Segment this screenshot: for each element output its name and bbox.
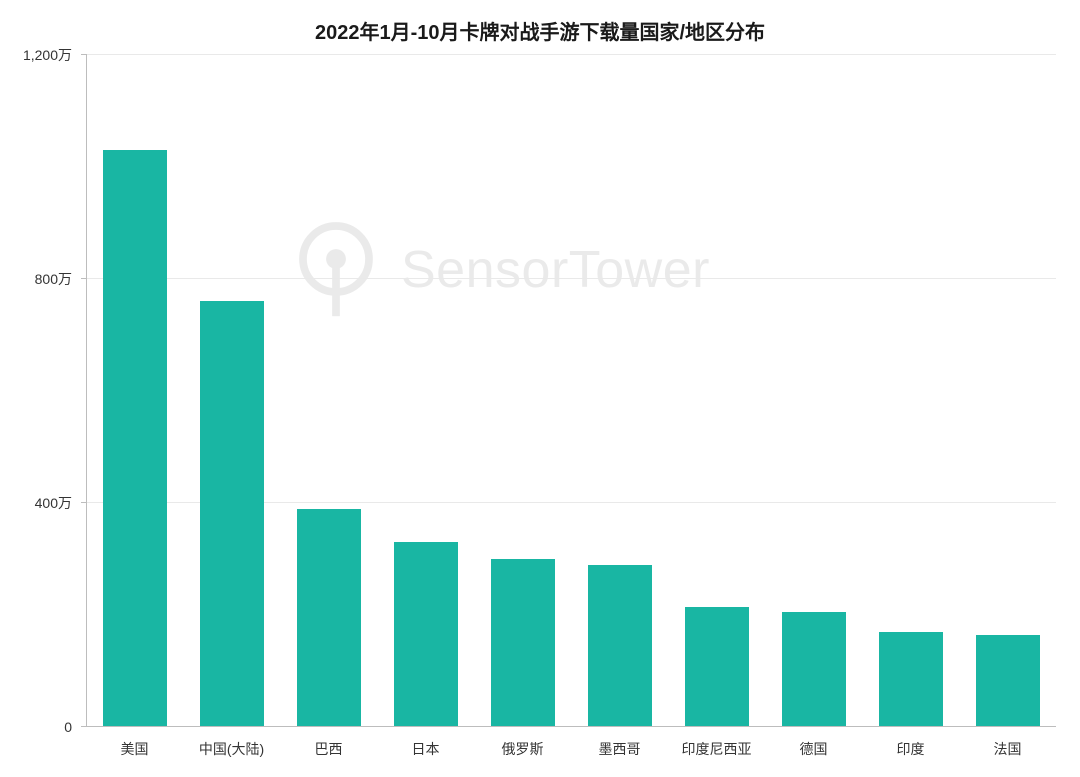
bar <box>879 632 943 727</box>
bar-slot <box>475 55 572 727</box>
bar <box>200 301 264 727</box>
bar-slot <box>87 55 184 727</box>
x-axis-label: 俄罗斯 <box>474 739 571 759</box>
bar <box>394 542 458 727</box>
x-axis-label: 中国(大陆) <box>183 739 280 759</box>
y-axis-label: 400万 <box>35 493 72 513</box>
x-axis-label: 美国 <box>86 739 183 759</box>
bar-slot <box>862 55 959 727</box>
bar-slot <box>572 55 669 727</box>
bar-slot <box>959 55 1056 727</box>
x-axis-label: 法国 <box>959 739 1056 759</box>
bar-slot <box>668 55 765 727</box>
bar-slot <box>378 55 475 727</box>
y-axis-label: 800万 <box>35 269 72 289</box>
x-axis-label: 日本 <box>377 739 474 759</box>
x-axis-label: 印度 <box>862 739 959 759</box>
bar <box>297 509 361 727</box>
bar-slot <box>765 55 862 727</box>
x-axis-label: 德国 <box>765 739 862 759</box>
bar <box>103 150 167 727</box>
bar <box>782 612 846 727</box>
bar <box>976 635 1040 727</box>
x-axis-label: 印度尼西亚 <box>668 739 765 759</box>
y-axis-label: 0 <box>64 719 72 735</box>
chart-title: 2022年1月-10月卡牌对战手游下载量国家/地区分布 <box>0 16 1080 45</box>
bar-slot <box>281 55 378 727</box>
plot-area: SensorTower <box>86 55 1056 727</box>
y-axis-label: 1,200万 <box>23 45 72 65</box>
bar <box>588 565 652 727</box>
x-axis-label: 巴西 <box>280 739 377 759</box>
bar-slot <box>184 55 281 727</box>
bar <box>685 607 749 727</box>
bars-group <box>87 55 1056 727</box>
bar <box>491 559 555 727</box>
y-axis-labels: 0400万800万1,200万 <box>0 55 82 727</box>
x-axis-label: 墨西哥 <box>571 739 668 759</box>
x-axis-line <box>87 726 1056 727</box>
bar-chart: 2022年1月-10月卡牌对战手游下载量国家/地区分布 SensorTower … <box>0 0 1080 777</box>
x-axis-labels: 美国中国(大陆)巴西日本俄罗斯墨西哥印度尼西亚德国印度法国 <box>86 739 1056 759</box>
